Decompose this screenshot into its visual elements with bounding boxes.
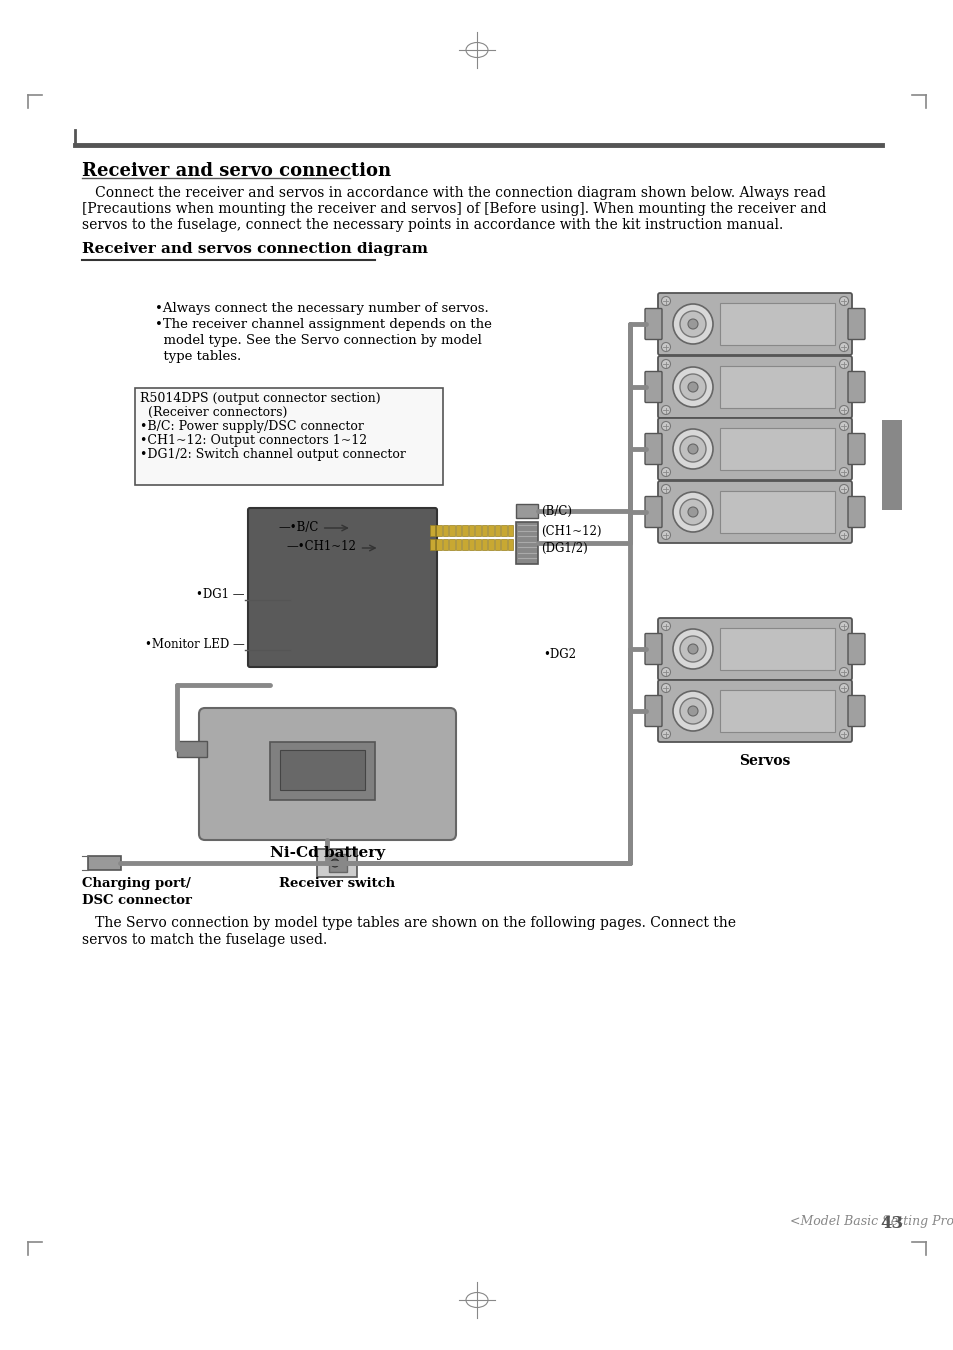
Bar bbox=[449, 525, 455, 536]
Circle shape bbox=[839, 421, 847, 431]
Text: 43: 43 bbox=[879, 1215, 902, 1233]
Text: •The receiver channel assignment depends on the: •The receiver channel assignment depends… bbox=[154, 319, 492, 331]
Bar bbox=[481, 525, 487, 536]
Bar bbox=[516, 522, 537, 564]
Circle shape bbox=[839, 729, 847, 738]
Circle shape bbox=[687, 382, 698, 391]
Text: —•CH1~12: —•CH1~12 bbox=[286, 540, 356, 553]
Text: (CH1~12)
(DG1/2): (CH1~12) (DG1/2) bbox=[541, 525, 601, 555]
Bar bbox=[316, 849, 356, 878]
Circle shape bbox=[839, 683, 847, 693]
Bar bbox=[720, 366, 834, 408]
Circle shape bbox=[679, 436, 705, 462]
FancyBboxPatch shape bbox=[847, 433, 864, 464]
Bar bbox=[495, 539, 500, 549]
Bar bbox=[430, 525, 435, 536]
Text: model type. See the Servo connection by model: model type. See the Servo connection by … bbox=[154, 333, 481, 347]
Circle shape bbox=[660, 621, 670, 630]
Circle shape bbox=[660, 683, 670, 693]
Circle shape bbox=[679, 374, 705, 400]
Text: •DG1/2: Switch channel output connector: •DG1/2: Switch channel output connector bbox=[140, 448, 405, 460]
FancyBboxPatch shape bbox=[199, 707, 456, 840]
Text: Charging port/
DSC connector: Charging port/ DSC connector bbox=[82, 878, 192, 907]
Circle shape bbox=[679, 310, 705, 338]
Text: (B/C): (B/C) bbox=[541, 505, 572, 517]
Circle shape bbox=[839, 297, 847, 305]
Bar bbox=[88, 856, 121, 869]
Bar bbox=[481, 539, 487, 549]
FancyBboxPatch shape bbox=[658, 481, 851, 543]
Bar bbox=[488, 539, 494, 549]
Circle shape bbox=[672, 629, 712, 670]
Text: Receiver switch: Receiver switch bbox=[278, 878, 395, 890]
Text: •DG2: •DG2 bbox=[543, 648, 576, 662]
Text: •Always connect the necessary number of servos.: •Always connect the necessary number of … bbox=[154, 302, 488, 315]
Circle shape bbox=[839, 667, 847, 676]
Bar bbox=[495, 525, 500, 536]
FancyBboxPatch shape bbox=[644, 633, 661, 664]
Circle shape bbox=[660, 467, 670, 477]
Text: The Servo connection by model type tables are shown on the following pages. Conn: The Servo connection by model type table… bbox=[82, 917, 735, 930]
Circle shape bbox=[839, 359, 847, 369]
Text: Receiver and servo connection: Receiver and servo connection bbox=[82, 162, 391, 180]
Circle shape bbox=[660, 359, 670, 369]
Bar bbox=[436, 525, 441, 536]
Circle shape bbox=[679, 698, 705, 724]
FancyBboxPatch shape bbox=[644, 497, 661, 528]
FancyBboxPatch shape bbox=[644, 433, 661, 464]
Bar bbox=[462, 539, 468, 549]
Bar bbox=[720, 690, 834, 732]
Bar bbox=[469, 539, 474, 549]
Bar bbox=[456, 525, 461, 536]
Text: type tables.: type tables. bbox=[154, 350, 241, 363]
Bar bbox=[475, 525, 480, 536]
Bar bbox=[135, 387, 442, 485]
Circle shape bbox=[687, 706, 698, 716]
Circle shape bbox=[839, 485, 847, 494]
Bar bbox=[442, 525, 448, 536]
FancyBboxPatch shape bbox=[658, 418, 851, 481]
FancyBboxPatch shape bbox=[847, 695, 864, 726]
Circle shape bbox=[660, 531, 670, 540]
Text: •DG1 —: •DG1 — bbox=[196, 589, 245, 602]
Circle shape bbox=[839, 621, 847, 630]
Bar bbox=[507, 539, 513, 549]
FancyBboxPatch shape bbox=[658, 356, 851, 418]
Circle shape bbox=[660, 729, 670, 738]
Circle shape bbox=[687, 444, 698, 454]
Circle shape bbox=[672, 367, 712, 406]
Bar bbox=[501, 539, 506, 549]
Bar bbox=[462, 525, 468, 536]
FancyBboxPatch shape bbox=[248, 508, 436, 667]
Circle shape bbox=[839, 467, 847, 477]
Circle shape bbox=[687, 644, 698, 653]
Circle shape bbox=[839, 405, 847, 414]
Bar bbox=[720, 302, 834, 346]
Circle shape bbox=[679, 500, 705, 525]
FancyBboxPatch shape bbox=[658, 293, 851, 355]
Text: —•B/C: —•B/C bbox=[278, 521, 318, 533]
Circle shape bbox=[672, 304, 712, 344]
Circle shape bbox=[687, 508, 698, 517]
Bar bbox=[516, 504, 537, 518]
Circle shape bbox=[839, 343, 847, 351]
Bar bbox=[475, 539, 480, 549]
Text: [Precautions when mounting the receiver and servos] of [Before using]. When moun: [Precautions when mounting the receiver … bbox=[82, 202, 825, 216]
Circle shape bbox=[660, 297, 670, 305]
Bar bbox=[720, 428, 834, 470]
Circle shape bbox=[672, 429, 712, 468]
Text: Connect the receiver and servos in accordance with the connection diagram shown : Connect the receiver and servos in accor… bbox=[82, 186, 825, 200]
FancyBboxPatch shape bbox=[644, 371, 661, 402]
Circle shape bbox=[687, 319, 698, 329]
Bar bbox=[280, 751, 365, 790]
Text: Ni-Cd battery: Ni-Cd battery bbox=[270, 846, 385, 860]
Bar bbox=[720, 491, 834, 533]
Bar bbox=[177, 741, 207, 757]
Bar bbox=[882, 420, 901, 510]
Circle shape bbox=[660, 343, 670, 351]
Text: Servos: Servos bbox=[739, 755, 790, 768]
FancyBboxPatch shape bbox=[847, 497, 864, 528]
Bar bbox=[469, 525, 474, 536]
Bar bbox=[442, 539, 448, 549]
Bar bbox=[436, 539, 441, 549]
